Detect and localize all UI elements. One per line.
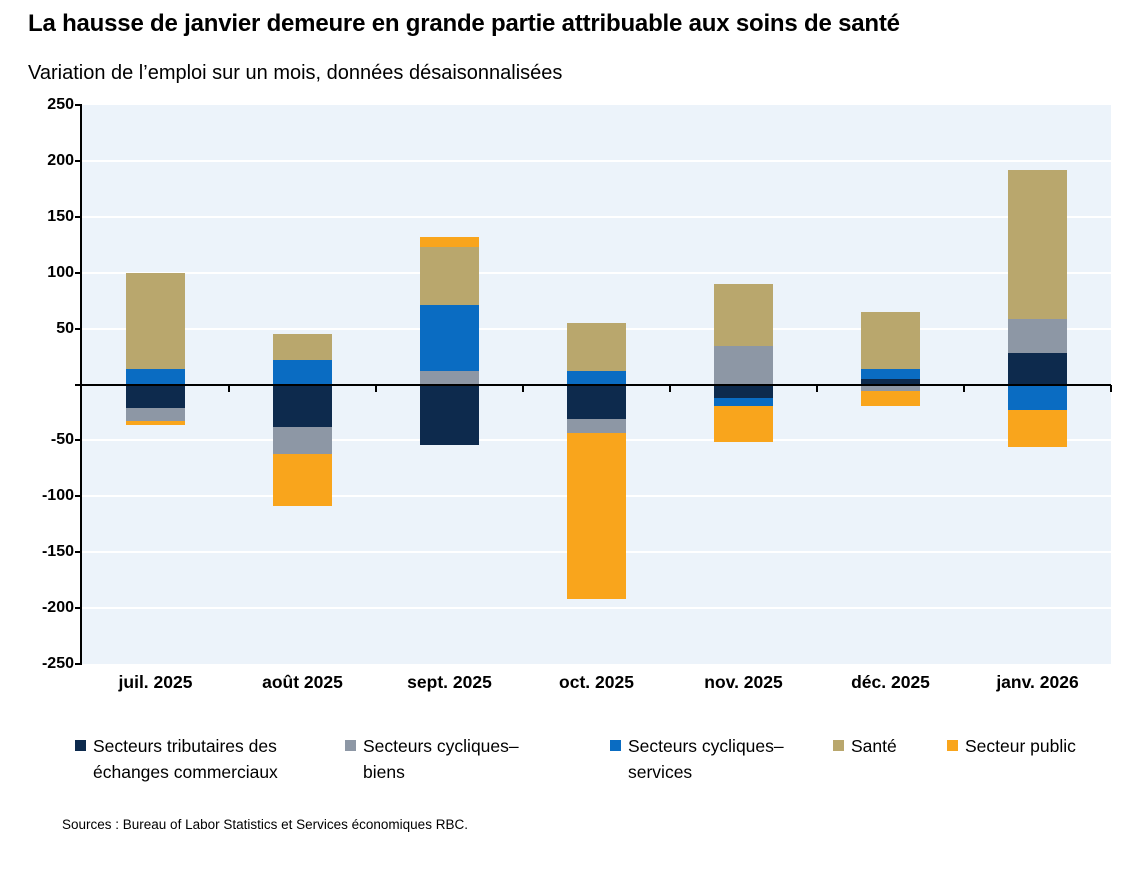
- bar-segment: [420, 236, 479, 247]
- legend-swatch-icon: [833, 740, 844, 751]
- bar-segment: [126, 272, 185, 369]
- y-axis-tick: [75, 215, 82, 218]
- bar-segment: [273, 334, 332, 360]
- y-tick-label: 100: [47, 263, 74, 281]
- gridline: [82, 607, 1111, 610]
- legend-item: Secteurs tributaires des échanges commerc…: [75, 733, 278, 785]
- y-axis-tick: [75, 104, 82, 106]
- x-axis-tick: [228, 384, 230, 392]
- x-tick-label: juil. 2025: [118, 672, 193, 692]
- y-tick-label: 50: [56, 319, 74, 337]
- x-tick-label: déc. 2025: [851, 672, 930, 692]
- y-axis-tick: [75, 663, 82, 665]
- bar-segment: [273, 453, 332, 507]
- bar-segment: [126, 384, 185, 408]
- x-tick-label: janv. 2026: [996, 672, 1079, 692]
- x-axis-tick: [1110, 384, 1112, 392]
- legend-label: Secteurs tributaires des échanges commerc…: [93, 736, 278, 782]
- bar-segment: [861, 311, 920, 369]
- legend-swatch-icon: [947, 740, 958, 751]
- x-axis-labels: juil. 2025 août 2025 sept. 2025 oct. 2025 no…: [82, 672, 1111, 696]
- y-axis-tick: [75, 607, 82, 610]
- bar-segment: [1008, 318, 1067, 354]
- gridline: [82, 271, 1111, 274]
- y-axis-tick: [75, 327, 82, 330]
- legend-swatch-icon: [75, 740, 86, 751]
- bar-segment: [714, 397, 773, 406]
- y-axis-tick: [75, 551, 82, 554]
- y-tick-label: 150: [47, 207, 74, 225]
- y-axis-tick: [75, 439, 82, 442]
- bar-segment: [861, 378, 920, 385]
- x-axis-tick: [375, 384, 377, 392]
- bar-segment: [861, 391, 920, 406]
- bar-segment: [273, 384, 332, 427]
- legend-item: Secteurs cycliques– services: [610, 733, 784, 785]
- y-axis-tick: [75, 495, 82, 498]
- y-tick-label: -100: [41, 487, 74, 505]
- x-tick-label: août 2025: [262, 672, 343, 692]
- bar-segment: [1008, 410, 1067, 448]
- x-tick-label: sept. 2025: [407, 672, 492, 692]
- legend-label: Secteur public: [965, 736, 1076, 756]
- y-tick-label: 250: [47, 96, 74, 113]
- bar-segment: [1008, 353, 1067, 385]
- x-tick-label: oct. 2025: [559, 672, 634, 692]
- legend-label: Secteurs cycliques– services: [628, 736, 784, 782]
- bar-segment: [861, 368, 920, 379]
- y-tick-label: -200: [41, 599, 74, 617]
- bar-segment: [861, 384, 920, 392]
- bar-segment: [714, 384, 773, 398]
- bar-segment: [567, 371, 626, 385]
- bar-segment: [420, 305, 479, 372]
- legend-swatch-icon: [345, 740, 356, 751]
- gridline: [82, 159, 1111, 162]
- y-tick-label: -250: [41, 655, 74, 672]
- x-axis-tick: [963, 384, 965, 392]
- bar-segment: [714, 346, 773, 385]
- legend-swatch-icon: [610, 740, 621, 751]
- bar-segment: [1008, 384, 1067, 411]
- chart-title: La hausse de janvier demeure en grande p…: [28, 10, 900, 37]
- zero-axis-line: [82, 383, 1111, 386]
- bar-segment: [714, 405, 773, 442]
- bar-segment: [126, 368, 185, 385]
- x-tick-label: nov. 2025: [704, 672, 783, 692]
- bar-segment: [567, 432, 626, 600]
- bar-segment: [1008, 169, 1067, 319]
- bar-segment: [567, 384, 626, 420]
- y-axis-tick: [75, 159, 82, 162]
- bar-segment: [126, 421, 185, 425]
- legend-item: Secteur public: [947, 733, 1076, 759]
- legend-label: Secteurs cycliques– biens: [363, 736, 519, 782]
- plot-area: [82, 105, 1112, 664]
- bar-segment: [420, 384, 479, 445]
- legend-item: Secteurs cycliques– biens: [345, 733, 519, 785]
- y-tick-label: -50: [50, 431, 74, 449]
- bar-segment: [273, 359, 332, 385]
- bar-segment: [420, 246, 479, 306]
- chart-subtitle: Variation de l’emploi sur un mois, donné…: [28, 62, 563, 84]
- bar-segment: [273, 426, 332, 454]
- x-axis-tick: [522, 384, 524, 392]
- bar-segment: [420, 371, 479, 385]
- gridline: [82, 215, 1111, 218]
- y-tick-label: 200: [47, 151, 74, 169]
- y-axis-tick: [75, 383, 82, 386]
- x-axis-tick: [669, 384, 671, 392]
- bar-segment: [567, 323, 626, 372]
- y-tick-label: -150: [41, 543, 74, 561]
- legend-item: Santé: [833, 733, 897, 759]
- x-axis-tick: [816, 384, 818, 392]
- source-note: Sources : Bureau of Labor Statistics et …: [62, 817, 468, 832]
- bar-segment: [126, 407, 185, 422]
- bar-segment: [567, 419, 626, 433]
- bar-segment: [714, 283, 773, 347]
- y-axis-tick: [75, 271, 82, 274]
- chart-legend: Secteurs tributaires des échanges commerc…: [0, 733, 1146, 793]
- legend-label: Santé: [851, 736, 897, 756]
